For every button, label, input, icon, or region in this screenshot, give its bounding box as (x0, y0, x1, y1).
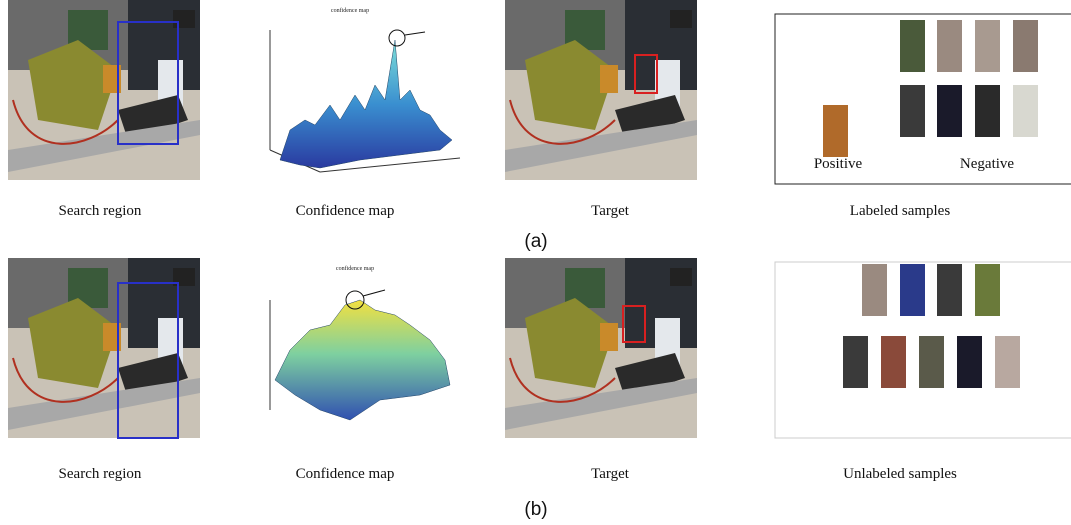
figure: confidence map Positive Negative Search … (0, 0, 1071, 525)
plot-title: confidence map (331, 7, 369, 14)
photo-search-b (8, 258, 200, 438)
caption: Confidence map (296, 466, 395, 482)
caption: Confidence map (296, 203, 395, 219)
photo-target-a (505, 0, 697, 180)
caption: Target (591, 203, 630, 219)
sample-label: Positive (814, 156, 863, 172)
confidence-plot-a: confidence map (270, 7, 460, 172)
photo-target-b (505, 258, 697, 438)
caption: Labeled samples (850, 203, 951, 219)
row-label: (b) (524, 499, 547, 520)
unlabeled-samples (775, 262, 1071, 438)
confidence-plot-b: confidence map (270, 265, 450, 420)
labeled-samples: Positive Negative (775, 14, 1071, 184)
caption: Search region (59, 203, 142, 219)
caption: Search region (59, 466, 142, 482)
sample-label: Negative (960, 156, 1014, 172)
caption: Target (591, 466, 630, 482)
caption: Unlabeled samples (843, 466, 957, 482)
photo-search-a (8, 0, 200, 180)
row-label: (a) (524, 231, 547, 252)
plot-title: confidence map (336, 265, 374, 272)
